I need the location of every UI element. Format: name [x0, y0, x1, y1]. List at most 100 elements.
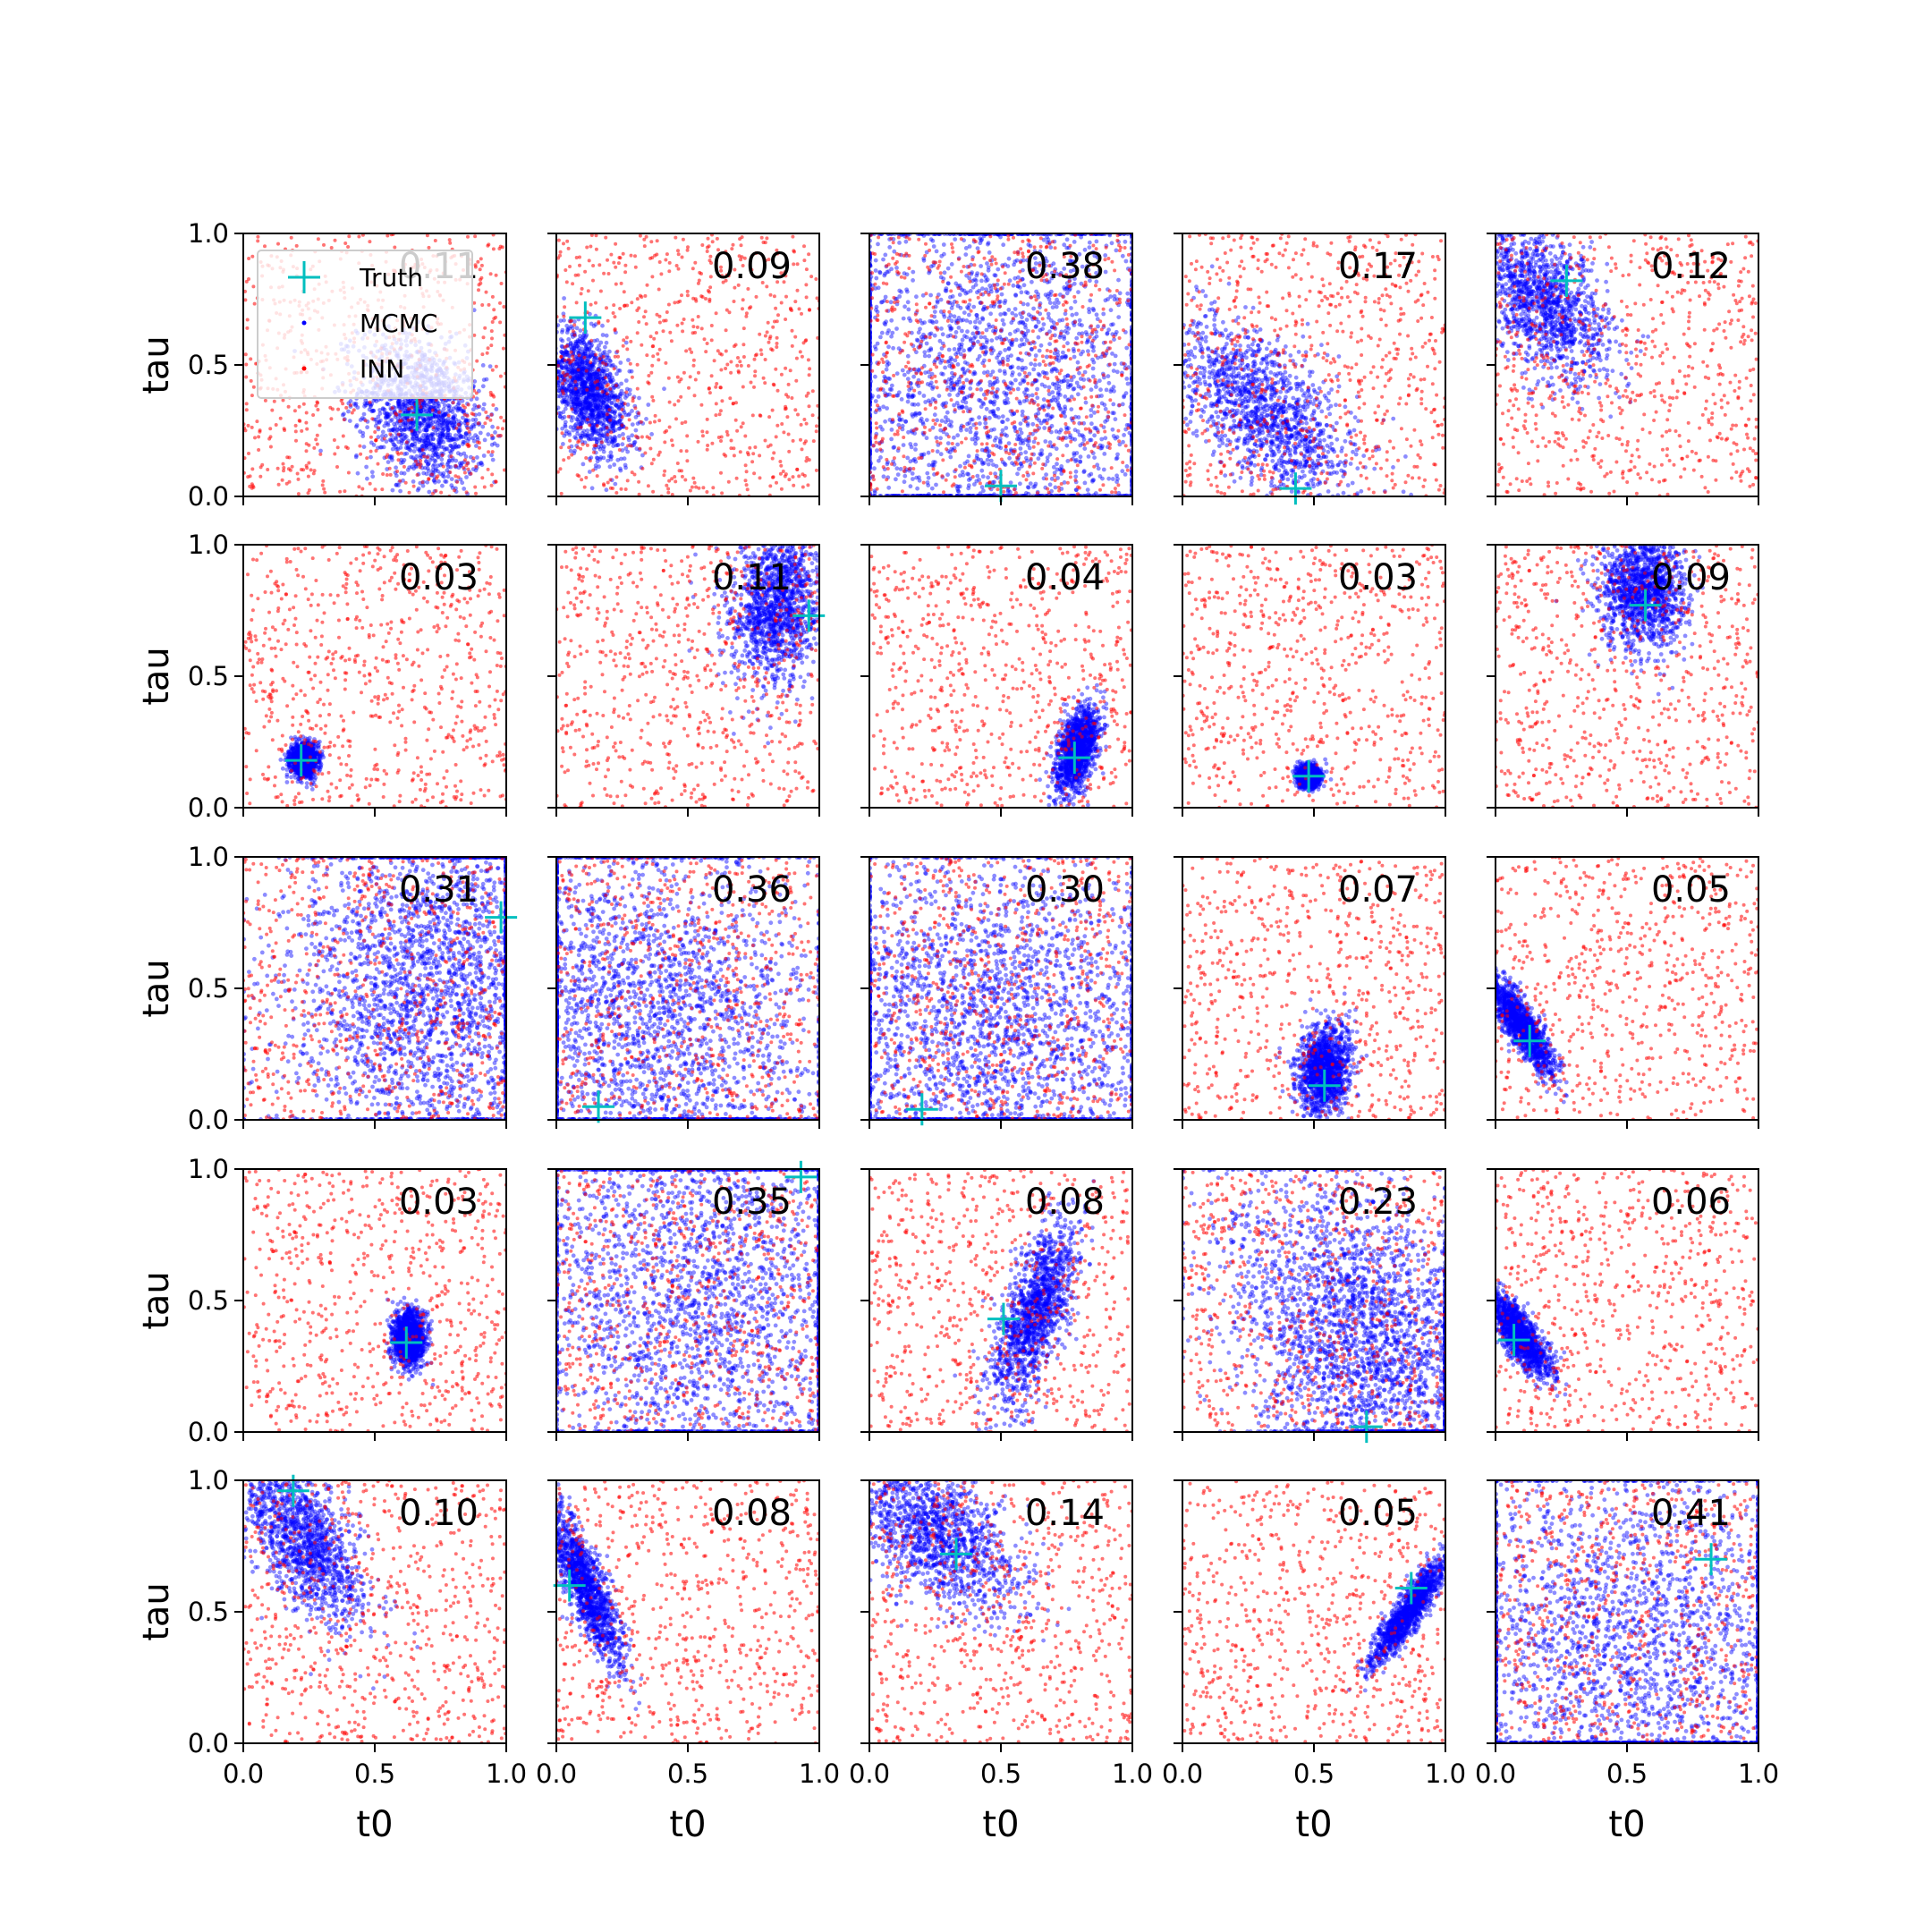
- inn-point: [630, 254, 633, 258]
- inn-point: [256, 235, 259, 239]
- inn-point: [283, 428, 286, 432]
- mcmc-point: [603, 369, 607, 374]
- inn-point: [733, 453, 736, 457]
- mcmc-point: [533, 346, 538, 351]
- mcmc-point: [426, 402, 430, 406]
- inn-point: [582, 356, 586, 360]
- inn-point: [584, 476, 588, 479]
- mcmc-point: [574, 342, 579, 346]
- mcmc-point: [1035, 387, 1039, 392]
- inn-point: [495, 274, 498, 277]
- inn-point: [799, 438, 802, 442]
- inn-point: [800, 312, 803, 316]
- inn-point: [307, 475, 310, 479]
- inn-point: [253, 302, 257, 306]
- mcmc-point: [902, 373, 907, 377]
- inn-point: [250, 255, 254, 258]
- inn-point: [580, 287, 584, 291]
- inn-point: [388, 467, 392, 470]
- mcmc-point: [567, 402, 572, 407]
- inn-point: [293, 409, 297, 412]
- mcmc-point: [488, 364, 493, 369]
- mcmc-point: [590, 486, 595, 490]
- mcmc-point: [1106, 374, 1111, 378]
- inn-point: [699, 403, 703, 407]
- mcmc-point: [379, 445, 384, 450]
- inn-point: [643, 294, 647, 298]
- inn-point: [696, 326, 699, 329]
- mcmc-point: [415, 436, 419, 441]
- inn-point: [314, 437, 318, 441]
- mcmc-point: [580, 384, 584, 388]
- inn-point: [589, 245, 592, 249]
- inn-point: [753, 358, 757, 361]
- inn-point: [567, 415, 571, 419]
- inn-point: [803, 474, 807, 478]
- inn-point: [567, 445, 571, 449]
- inn-point: [742, 326, 746, 330]
- inn-point: [489, 272, 493, 275]
- mcmc-point: [439, 437, 444, 442]
- inn-point: [635, 309, 639, 312]
- inn-point: [487, 468, 490, 471]
- mcmc-point: [522, 388, 527, 393]
- inn-point: [588, 423, 591, 427]
- inn-point: [253, 436, 257, 439]
- inn-point: [257, 448, 260, 452]
- inn-point: [715, 402, 718, 405]
- inn-point: [576, 445, 580, 449]
- inn-point: [666, 487, 670, 491]
- inn-point: [269, 445, 273, 449]
- inn-point: [719, 386, 723, 389]
- inn-point: [678, 469, 682, 472]
- mcmc-point: [475, 396, 479, 401]
- mcmc-point: [580, 363, 584, 368]
- inn-point: [662, 329, 665, 333]
- inn-point: [591, 279, 595, 283]
- inn-point: [665, 252, 669, 256]
- inn-point: [613, 367, 616, 370]
- inn-point: [419, 462, 422, 466]
- mcmc-point: [582, 336, 587, 341]
- inn-point: [769, 293, 773, 297]
- mcmc-point: [1098, 387, 1103, 392]
- mcmc-point: [546, 343, 550, 347]
- inn-point: [245, 408, 249, 411]
- inn-point: [676, 376, 680, 379]
- mcmc-point: [490, 425, 495, 429]
- inn-point: [684, 349, 688, 352]
- inn-point: [630, 445, 633, 448]
- inn-point: [725, 363, 729, 367]
- inn-point: [576, 473, 580, 477]
- mcmc-point: [626, 436, 631, 440]
- mcmc-point: [610, 390, 614, 394]
- inn-point: [386, 473, 389, 477]
- inn-point: [580, 292, 583, 295]
- mcmc-point: [571, 415, 575, 419]
- mcmc-point: [542, 384, 547, 388]
- mcmc-point: [1012, 284, 1016, 288]
- inn-point: [298, 419, 301, 422]
- inn-point: [400, 452, 403, 455]
- inn-point: [773, 294, 776, 298]
- inn-point: [693, 394, 697, 397]
- mcmc-point: [385, 402, 389, 406]
- inn-point: [606, 258, 609, 262]
- inn-point: [333, 438, 336, 442]
- inn-point: [742, 355, 746, 359]
- inn-point: [725, 309, 729, 312]
- inn-point: [805, 295, 809, 299]
- inn-point: [769, 347, 773, 351]
- mcmc-point: [599, 421, 604, 426]
- mcmc-point: [442, 445, 446, 450]
- inn-point: [784, 367, 787, 370]
- inn-point: [791, 235, 794, 239]
- mcmc-point: [533, 318, 538, 323]
- inn-point: [620, 408, 623, 411]
- inn-point: [658, 451, 662, 454]
- mcmc-point: [1099, 437, 1104, 442]
- inn-point: [808, 367, 811, 370]
- mcmc-point: [439, 457, 444, 462]
- mcmc-point: [448, 436, 453, 440]
- inn-point: [572, 358, 575, 361]
